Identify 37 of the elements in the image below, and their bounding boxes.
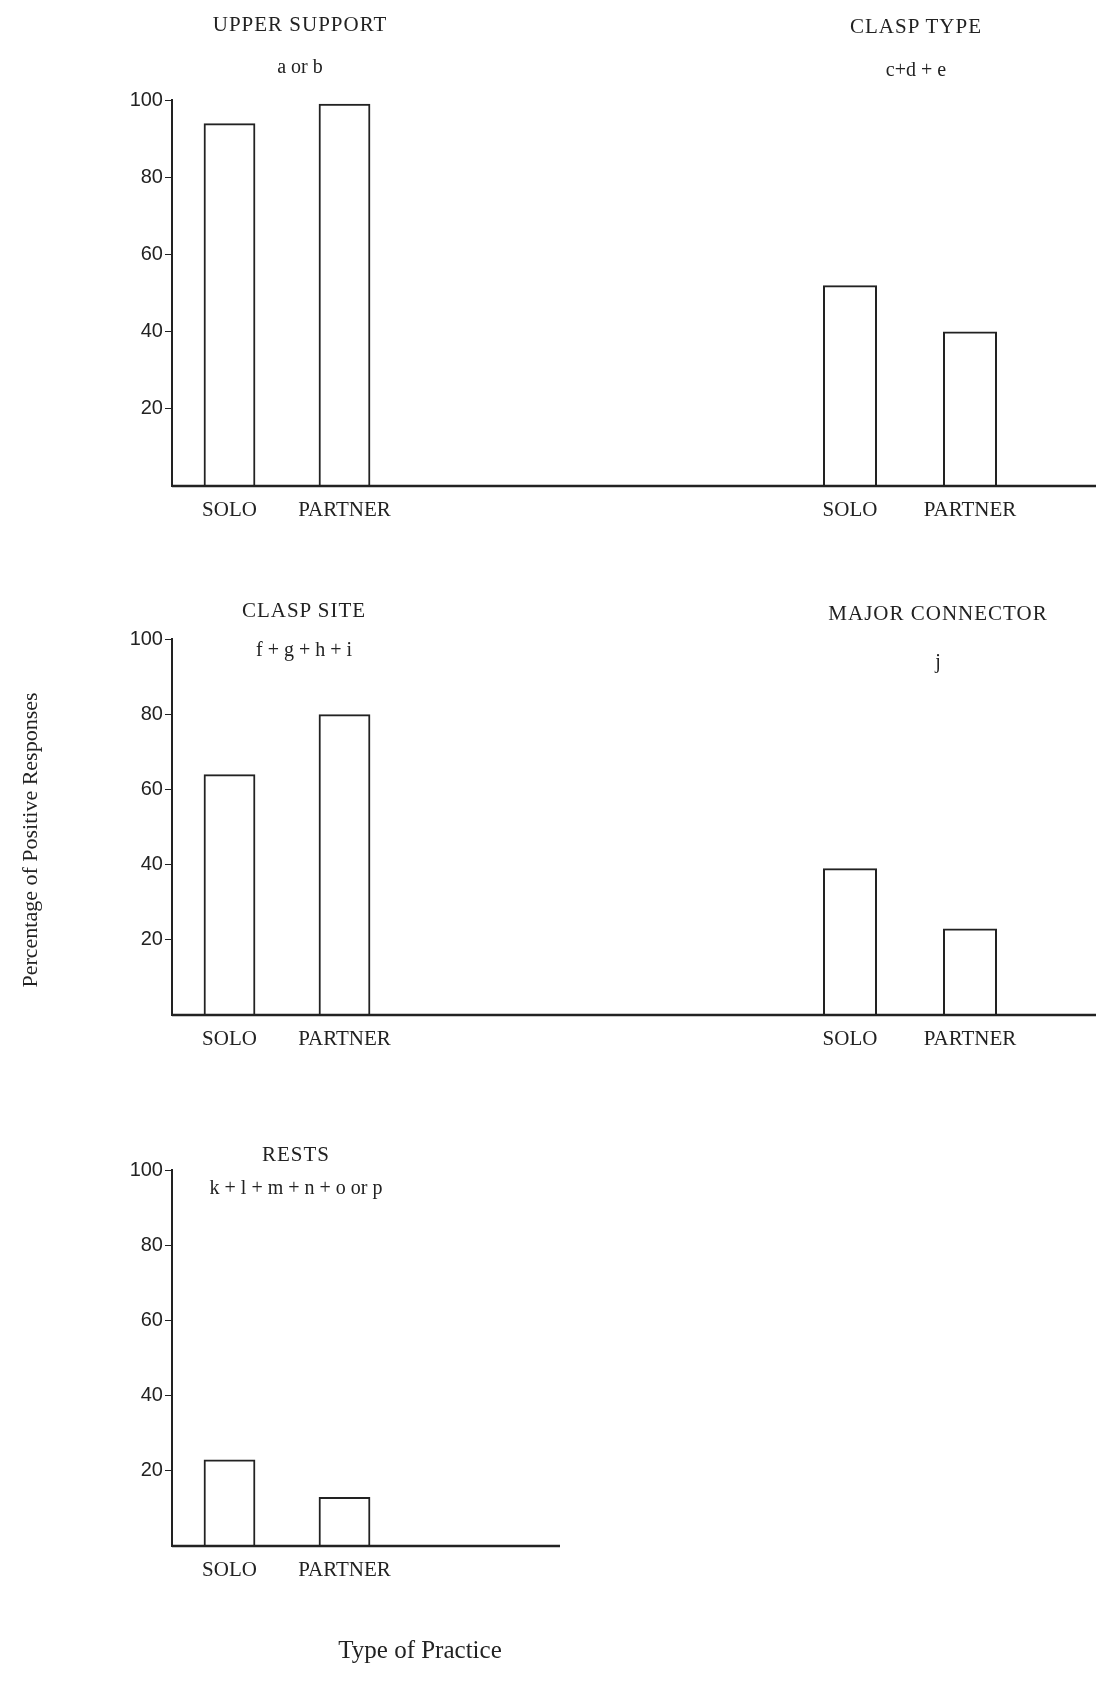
x-tick-label: PARTNER [923,497,1017,522]
chart-title: CLASP SITE [241,598,367,623]
x-tick-label: SOLO [202,497,257,522]
y-tick-label: 60 [140,241,163,264]
y-tick-label: 20 [140,1458,163,1481]
chart-title: CLASP TYPE [850,14,982,39]
chart-subtitle: a or b [277,55,323,78]
y-tick-label: 20 [140,396,163,419]
x-tick-label: PARTNER [298,1557,391,1582]
y-tick-label: 40 [140,319,163,342]
y-tick-label: 100 [129,626,163,649]
chart-title: MAJOR CONNECTOR [828,601,1048,626]
y-tick-label: 60 [140,1307,163,1330]
x-tick-label: SOLO [202,1026,257,1051]
chart-title: RESTS [261,1142,331,1167]
y-tick-label: 80 [140,164,163,187]
chart-subtitle: f + g + h + i [255,638,353,661]
x-tick-label: PARTNER [298,497,391,522]
x-tick-label: SOLO [202,1557,257,1582]
y-tick-label: 40 [140,852,163,875]
y-tick-label: 80 [140,701,163,724]
x-tick-label: SOLO [822,1026,878,1051]
x-axis-title: Type of Practice [338,1636,502,1664]
text: j [935,650,941,673]
x-tick-label: SOLO [822,497,878,522]
x-tick-label: PARTNER [298,1026,391,1051]
chart-subtitle: k + l + m + n + o or p [209,1176,383,1199]
y-tick-label: 40 [140,1383,163,1406]
chart-subtitle: c+d + e [885,58,947,81]
y-tick-label: 100 [129,87,163,110]
y-tick-label: 60 [140,776,163,799]
y-axis-title: Percentage of Positive Responses [17,692,43,988]
x-tick-label: PARTNER [923,1026,1017,1051]
y-tick-label: 100 [129,1157,163,1180]
chart-title: UPPER SUPPORT [212,12,388,37]
y-tick-label: 20 [140,927,163,950]
y-tick-label: 80 [140,1232,163,1255]
